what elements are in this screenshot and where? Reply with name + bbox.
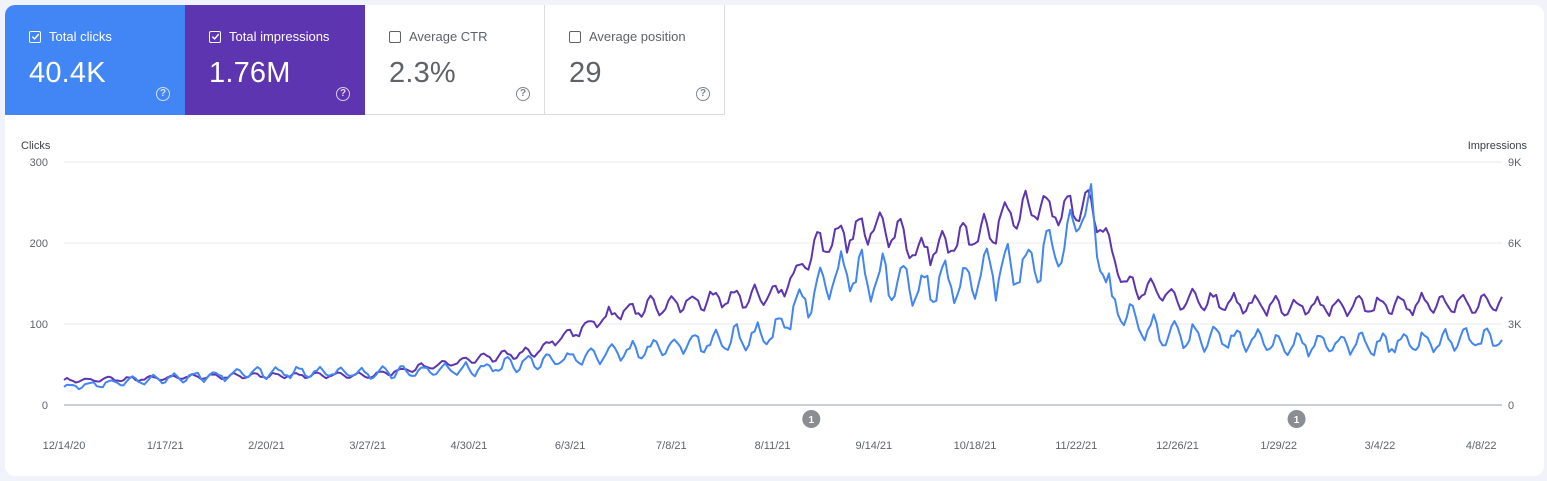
total-clicks-label: Total clicks — [49, 29, 112, 44]
help-icon[interactable]: ? — [156, 87, 170, 101]
x-tick-label: 3/4/22 — [1365, 440, 1396, 452]
left-tick-label: 200 — [30, 238, 48, 250]
total-impressions-value: 1.76M — [209, 57, 291, 89]
x-tick-label: 11/22/21 — [1055, 440, 1097, 452]
average-position-checkbox[interactable] — [569, 30, 581, 43]
total-impressions-label: Total impressions — [229, 29, 330, 44]
annotation-marker — [1287, 410, 1306, 428]
x-tick-label: 7/8/21 — [656, 440, 687, 452]
right-tick-label: 3K — [1508, 319, 1522, 331]
total-impressions-checkbox[interactable] — [209, 30, 221, 43]
help-icon[interactable]: ? — [696, 87, 710, 101]
left-tick-label: 100 — [30, 319, 48, 331]
annotation-marker — [802, 410, 821, 428]
x-tick-label: 12/14/20 — [43, 440, 86, 452]
average-position-tab[interactable]: Average position 29 ? — [545, 5, 725, 115]
performance-card: Total clicks 40.4K ? Total impressions 1… — [5, 5, 1544, 476]
annotation-label: 1 — [1294, 415, 1300, 426]
x-tick-label: 4/30/21 — [451, 440, 488, 452]
left-tick-label: 0 — [42, 400, 48, 412]
clicks-line — [63, 183, 1503, 391]
right-tick-label: 0 — [1508, 400, 1514, 412]
average-ctr-tab[interactable]: Average CTR 2.3% ? — [365, 5, 545, 115]
average-ctr-checkbox[interactable] — [389, 30, 401, 43]
average-position-value: 29 — [569, 57, 602, 89]
left-tick-label: 300 — [30, 157, 48, 169]
x-tick-label: 10/18/21 — [954, 440, 997, 452]
x-tick-label: 6/3/21 — [555, 440, 586, 452]
total-impressions-tab[interactable]: Total impressions 1.76M ? — [185, 5, 365, 115]
right-tick-label: 6K — [1508, 238, 1522, 250]
x-tick-label: 1/29/22 — [1260, 440, 1297, 452]
total-clicks-checkbox[interactable] — [29, 30, 41, 43]
total-clicks-value: 40.4K — [29, 57, 106, 89]
checkmark-icon — [31, 33, 39, 40]
impressions-line — [63, 189, 1503, 384]
help-icon[interactable]: ? — [516, 87, 530, 101]
x-tick-label: 12/26/21 — [1156, 440, 1199, 452]
right-tick-label: 9K — [1508, 157, 1522, 169]
x-tick-label: 3/27/21 — [349, 440, 386, 452]
total-clicks-tab[interactable]: Total clicks 40.4K ? — [5, 5, 185, 115]
annotation-label: 1 — [809, 415, 815, 426]
average-position-label: Average position — [589, 29, 686, 44]
average-ctr-value: 2.3% — [389, 57, 456, 89]
x-tick-label: 9/14/21 — [855, 440, 892, 452]
average-ctr-label: Average CTR — [409, 29, 488, 44]
left-axis-title: Clicks — [21, 140, 51, 152]
performance-chart: 0 0 100 3K 200 6K 300 9K Clicks Impressions 12/14/… — [21, 140, 1528, 452]
x-tick-label: 4/8/22 — [1466, 440, 1497, 452]
x-tick-label: 2/20/21 — [248, 440, 285, 452]
x-tick-label: 1/17/21 — [147, 440, 184, 452]
right-axis-title: Impressions — [1468, 140, 1528, 152]
help-icon[interactable]: ? — [336, 87, 350, 101]
checkmark-icon — [211, 33, 219, 40]
x-tick-label: 8/11/21 — [755, 440, 791, 452]
